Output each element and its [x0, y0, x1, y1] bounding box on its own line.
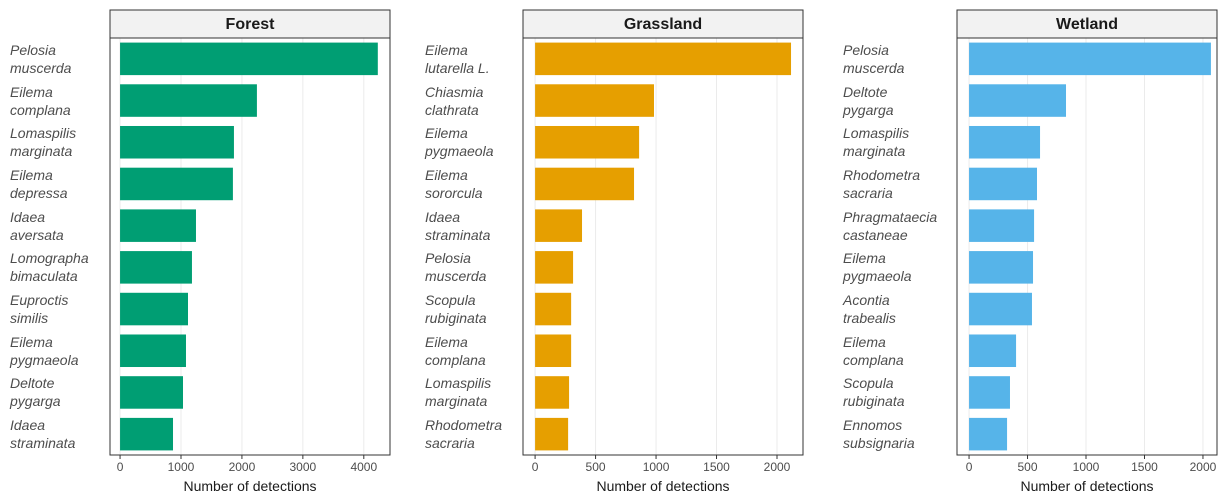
y-tick-label: Eilema sororcula: [425, 166, 483, 201]
y-tick-label: Lomaspilis marginata: [843, 125, 910, 160]
bar: [535, 84, 654, 117]
bar: [969, 125, 1041, 159]
y-tick-label: Eilema complana: [425, 333, 486, 368]
y-tick-label: Eilema complana: [843, 333, 904, 368]
x-tick-label: 2000: [229, 460, 256, 474]
facet-title: Forest: [226, 16, 276, 33]
bar: [120, 251, 192, 284]
bar: [535, 292, 572, 326]
y-tick-label: Pelosia muscerda: [425, 250, 487, 285]
bar: [969, 376, 1010, 409]
y-tick-label: Eilema pygmaeola: [425, 125, 494, 160]
x-tick-label: 1500: [703, 460, 730, 474]
y-tick-label: Scopula rubiginata: [425, 292, 487, 327]
x-tick-label: 0: [532, 460, 539, 474]
x-tick-label: 500: [1018, 460, 1038, 474]
y-tick-label: Eilema pygmaeola: [10, 333, 79, 368]
y-tick-label: Lomaspilis marginata: [425, 375, 492, 410]
panel-border: [956, 37, 1218, 456]
panel-border: [522, 37, 804, 456]
bar: [535, 209, 583, 242]
facet-strip: [109, 9, 391, 39]
y-tick-label: Lomographa bimaculata: [10, 250, 89, 285]
bar: [535, 167, 635, 201]
bar: [969, 42, 1211, 76]
x-axis-title: Number of detections: [183, 478, 316, 493]
x-tick-label: 1000: [643, 460, 670, 474]
y-tick-label: Rhodometra sacraria: [425, 417, 503, 452]
y-tick-label: Rhodometra sacraria: [843, 166, 921, 201]
bar: [120, 125, 234, 159]
x-tick-label: 1000: [1073, 460, 1100, 474]
bar: [535, 125, 640, 159]
bar: [535, 42, 792, 76]
y-tick-label: Ennomos subsignaria: [843, 417, 915, 452]
x-tick-label: 4000: [350, 460, 377, 474]
x-axis-title: Number of detections: [1020, 478, 1153, 493]
y-tick-label: Eilema depressa: [10, 166, 68, 201]
facet-title: Grassland: [624, 16, 702, 33]
bar: [120, 292, 188, 326]
bar: [969, 84, 1067, 117]
facet-strip: [956, 9, 1218, 39]
y-tick-label: Idaea aversata: [10, 208, 64, 243]
bar: [969, 292, 1032, 326]
bar: [969, 251, 1034, 284]
y-tick-label: Acontia trabealis: [843, 292, 896, 327]
bar: [120, 376, 184, 409]
y-tick-label: Idaea straminata: [10, 417, 76, 452]
x-axis-title: Number of detections: [596, 478, 729, 493]
y-tick-label: Deltote pygarga: [10, 375, 61, 410]
bar: [120, 209, 196, 242]
x-tick-label: 2000: [764, 460, 791, 474]
bar: [969, 209, 1035, 242]
bar: [120, 167, 233, 201]
bar: [120, 417, 174, 451]
facet-title: Wetland: [1056, 16, 1118, 33]
y-tick-label: Deltote pygarga: [843, 83, 894, 118]
x-tick-label: 1000: [168, 460, 195, 474]
y-tick-label: Scopula rubiginata: [843, 375, 905, 410]
x-tick-label: 3000: [290, 460, 317, 474]
y-tick-label: Pelosia muscerda: [10, 41, 72, 76]
x-tick-label: 500: [586, 460, 606, 474]
bar: [535, 251, 574, 284]
x-tick-label: 1500: [1131, 460, 1158, 474]
x-tick-label: 0: [966, 460, 973, 474]
x-tick-label: 0: [117, 460, 124, 474]
panel-border: [109, 37, 391, 456]
bar: [120, 334, 186, 368]
y-tick-label: Lomaspilis marginata: [10, 125, 77, 160]
bar: [969, 167, 1037, 201]
bar: [120, 84, 257, 117]
y-tick-label: Euproctis similis: [10, 292, 69, 327]
bar: [535, 334, 572, 368]
y-tick-label: Idaea straminata: [425, 208, 491, 243]
bar: [535, 417, 569, 451]
y-tick-label: Phragmataecia castaneae: [843, 208, 938, 243]
bar: [969, 417, 1008, 451]
bar: [120, 42, 378, 76]
y-tick-label: Chiasmia clathrata: [425, 83, 484, 118]
y-tick-label: Eilema lutarella L.: [425, 41, 490, 76]
bar: [535, 376, 570, 409]
x-tick-label: 2000: [1190, 460, 1217, 474]
y-tick-label: Pelosia muscerda: [843, 41, 905, 76]
bar: [969, 334, 1017, 368]
y-tick-label: Eilema complana: [10, 83, 71, 118]
y-tick-label: Eilema pygmaeola: [843, 250, 912, 285]
